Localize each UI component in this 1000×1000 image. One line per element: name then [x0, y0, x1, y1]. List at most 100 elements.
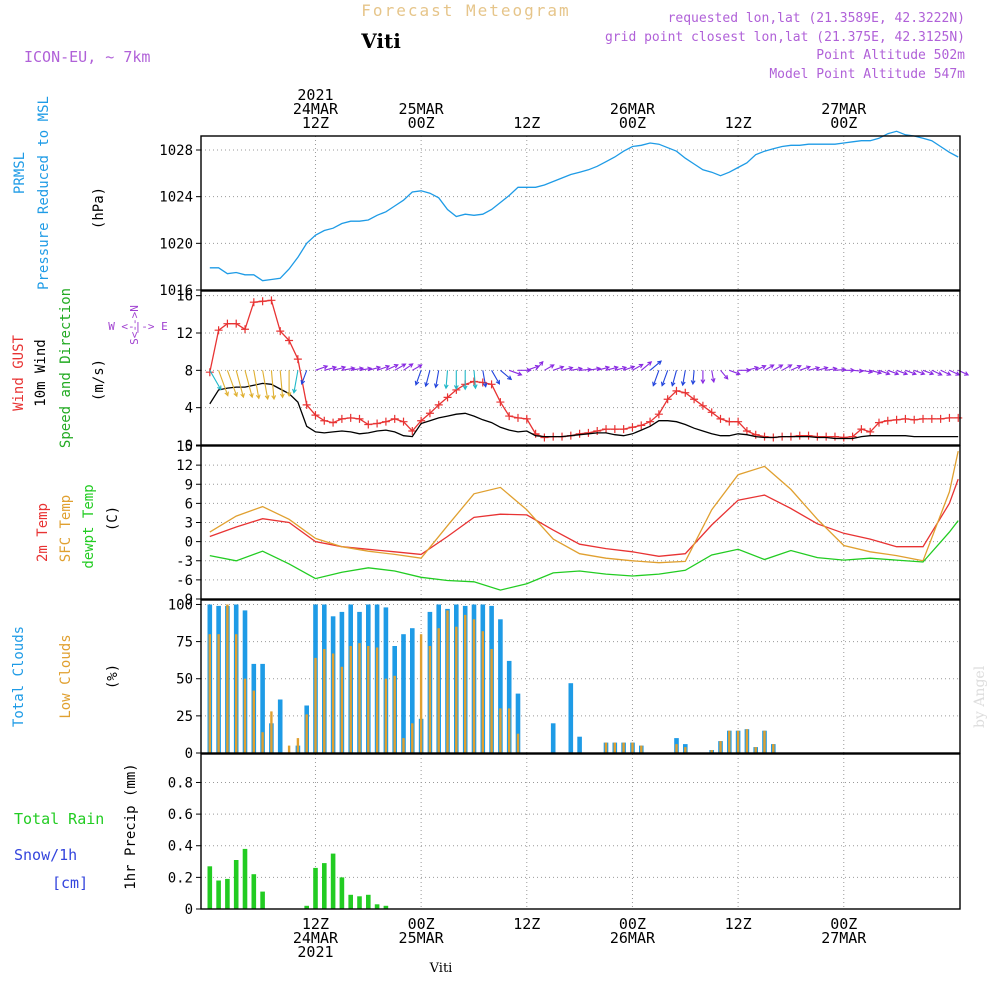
- data-point-plus: [654, 410, 663, 419]
- data-point-plus: [698, 401, 707, 410]
- data-point-plus: [434, 400, 443, 409]
- series-line: [209, 450, 959, 564]
- y-tick-label: 50: [176, 672, 193, 688]
- panel-frame: [200, 290, 961, 446]
- bar: [270, 711, 273, 753]
- wind-arrow: [773, 364, 784, 371]
- bar: [367, 646, 370, 753]
- y-tick-label: 9: [185, 477, 193, 493]
- bar: [684, 747, 687, 753]
- wind-arrow: [385, 363, 399, 371]
- data-point-plus: [936, 414, 945, 423]
- series-line: [209, 299, 959, 439]
- wind-arrow: [315, 364, 329, 371]
- y-tick-label: 75: [176, 635, 193, 651]
- y-tick-label: -6: [176, 573, 193, 589]
- wind-arrow: [368, 365, 382, 371]
- bar: [217, 634, 220, 753]
- y-tick-label: 0: [185, 902, 193, 918]
- data-point-plus: [707, 408, 716, 417]
- data-point-plus: [355, 414, 364, 423]
- data-point-plus: [311, 411, 320, 420]
- bar: [384, 678, 388, 753]
- axis-label: Total Clouds: [11, 626, 27, 727]
- bar: [339, 877, 345, 909]
- time-label-top: 27MAR: [821, 100, 867, 118]
- bar: [728, 730, 731, 753]
- bar: [331, 653, 335, 753]
- series-line: [209, 520, 959, 591]
- data-point-plus: [716, 414, 725, 423]
- bar: [242, 848, 248, 909]
- wind-arrow: [790, 364, 802, 371]
- wind-arrow: [632, 363, 644, 371]
- axis-label: dewpt Temp: [81, 484, 97, 568]
- bar: [481, 631, 484, 753]
- wind-arrow: [700, 370, 706, 385]
- bar: [472, 619, 476, 753]
- y-tick-label: -3: [176, 554, 193, 570]
- data-point-plus: [205, 368, 214, 377]
- wind-arrow: [244, 370, 254, 399]
- time-label-bottom: 2021: [297, 943, 333, 961]
- axis-unit-label: (%): [105, 664, 121, 689]
- bar: [631, 742, 634, 753]
- axis-label: PRMSL: [12, 152, 28, 194]
- axis-label: 10m Wind: [33, 339, 49, 406]
- panel-temperature: -9 -6 -3 0 3 6 9 12 15 2m Temp SFC Temp dewpt Temp (…: [35, 439, 961, 608]
- legend-rain: Total Rain: [14, 810, 104, 828]
- wind-arrow: [253, 370, 261, 400]
- time-label-bottom: 24MAR: [293, 929, 339, 947]
- bar: [252, 690, 255, 753]
- data-point-plus: [337, 414, 346, 423]
- wind-arrow: [720, 369, 729, 380]
- bar: [226, 604, 229, 753]
- wind-arrow: [262, 370, 270, 401]
- wind-arrow: [482, 370, 488, 388]
- wind-arrow: [226, 370, 238, 398]
- bar: [604, 742, 608, 753]
- wind-arrow: [394, 363, 407, 371]
- time-label-bottom: 12Z: [513, 915, 540, 933]
- data-point-plus: [751, 430, 760, 439]
- wind-arrow: [817, 366, 829, 371]
- wind-arrow: [453, 370, 459, 391]
- bar: [251, 874, 257, 909]
- bar: [719, 741, 722, 753]
- bar: [498, 619, 503, 753]
- y-tick-label: 1020: [159, 236, 193, 252]
- bar: [446, 610, 449, 753]
- data-point-plus: [742, 427, 751, 435]
- data-point-plus: [672, 386, 681, 395]
- legend-snow-unit: [cm]: [52, 874, 88, 892]
- requested-coords: requested lon,lat (21.3589E, 42.3222N): [668, 11, 965, 26]
- bar: [340, 666, 344, 753]
- point-altitude: Point Altitude 502m: [816, 48, 965, 63]
- data-point-plus: [267, 296, 276, 305]
- time-label-top: 00Z: [830, 114, 857, 132]
- wind-arrow: [286, 370, 292, 398]
- panel-frame: [200, 599, 961, 754]
- data-point-plus: [593, 427, 602, 435]
- bar: [207, 866, 213, 909]
- bar: [287, 745, 291, 753]
- bar: [305, 714, 308, 753]
- data-point-plus: [602, 425, 611, 434]
- bar: [675, 744, 678, 753]
- compass-we: W <-|-> E: [108, 320, 168, 333]
- bar: [358, 643, 361, 753]
- wind-arrow: [235, 370, 245, 399]
- watermark: by Angel: [972, 665, 988, 728]
- axis-unit-label: (C): [105, 506, 121, 531]
- wind-arrow: [403, 363, 414, 371]
- y-tick-label: 0.2: [168, 870, 193, 886]
- wind-arrow: [826, 366, 838, 372]
- time-label-bottom: 12Z: [725, 915, 752, 933]
- bar: [313, 867, 318, 909]
- bar: [745, 729, 749, 753]
- bar: [322, 863, 327, 909]
- y-tick-label: 12: [176, 326, 193, 342]
- bar: [393, 675, 396, 753]
- wind-arrow: [914, 369, 926, 376]
